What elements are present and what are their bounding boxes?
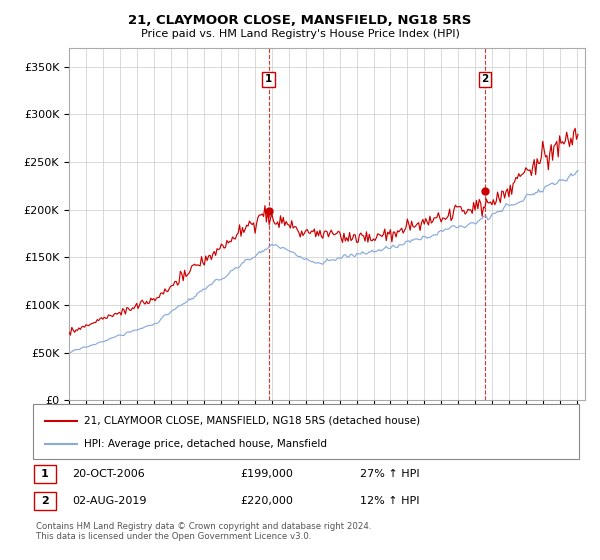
Text: 20-OCT-2006: 20-OCT-2006 — [72, 469, 145, 479]
Text: 1: 1 — [265, 74, 272, 85]
Text: 21, CLAYMOOR CLOSE, MANSFIELD, NG18 5RS (detached house): 21, CLAYMOOR CLOSE, MANSFIELD, NG18 5RS … — [84, 416, 420, 426]
Text: 2: 2 — [481, 74, 488, 85]
Text: Contains HM Land Registry data © Crown copyright and database right 2024.
This d: Contains HM Land Registry data © Crown c… — [36, 522, 371, 542]
Text: 1: 1 — [41, 469, 49, 479]
Text: 21, CLAYMOOR CLOSE, MANSFIELD, NG18 5RS: 21, CLAYMOOR CLOSE, MANSFIELD, NG18 5RS — [128, 14, 472, 27]
Text: £220,000: £220,000 — [240, 496, 293, 506]
Text: 12% ↑ HPI: 12% ↑ HPI — [360, 496, 419, 506]
Text: HPI: Average price, detached house, Mansfield: HPI: Average price, detached house, Mans… — [84, 439, 327, 449]
Text: 2: 2 — [41, 496, 49, 506]
Text: Price paid vs. HM Land Registry's House Price Index (HPI): Price paid vs. HM Land Registry's House … — [140, 29, 460, 39]
Text: £199,000: £199,000 — [240, 469, 293, 479]
Text: 02-AUG-2019: 02-AUG-2019 — [72, 496, 146, 506]
Text: 27% ↑ HPI: 27% ↑ HPI — [360, 469, 419, 479]
